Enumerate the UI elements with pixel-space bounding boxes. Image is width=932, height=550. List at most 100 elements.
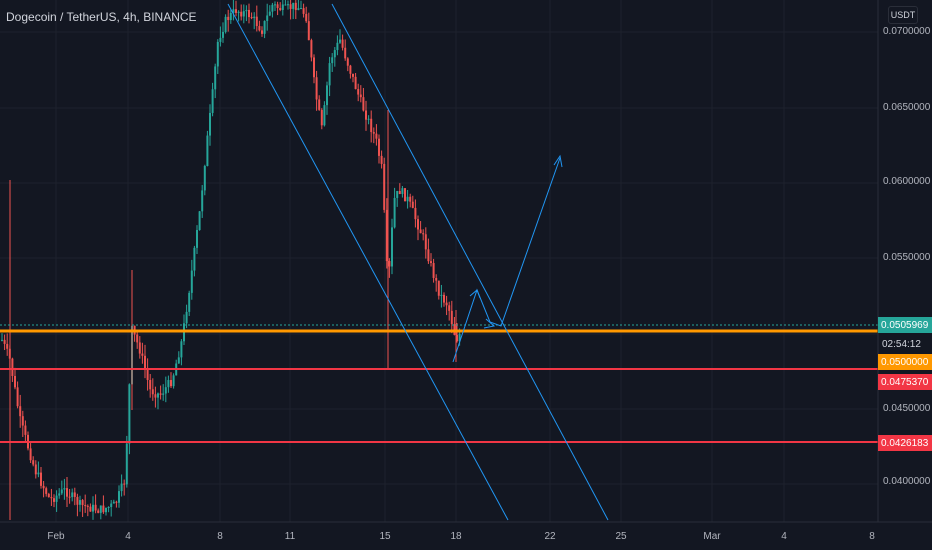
candle-body xyxy=(419,229,422,234)
date-tick: 4 xyxy=(781,531,787,542)
candle-body xyxy=(354,76,357,90)
candle-body xyxy=(164,387,167,394)
candle-body xyxy=(219,37,222,42)
candle-body xyxy=(242,11,245,17)
candle-body xyxy=(307,21,310,41)
candle-body xyxy=(92,504,94,512)
candle-body xyxy=(310,40,313,58)
candle-body xyxy=(58,493,61,496)
candle-body xyxy=(383,163,386,210)
candle-body xyxy=(284,4,287,6)
candle-body xyxy=(417,219,419,230)
candle-body xyxy=(81,500,84,506)
candle-body xyxy=(198,211,201,231)
candle-body xyxy=(302,8,305,14)
candle-body xyxy=(99,505,102,513)
candle-body xyxy=(404,188,406,202)
candle-body xyxy=(53,498,55,502)
candle-body xyxy=(151,389,154,395)
candle-body xyxy=(323,105,326,126)
candle-body xyxy=(71,492,74,498)
candle-body xyxy=(11,358,14,376)
candle-body xyxy=(341,39,344,48)
candle-body xyxy=(136,334,139,343)
symbol-title[interactable]: Dogecoin / TetherUS, 4h, BINANCE xyxy=(6,10,197,24)
candle-body xyxy=(216,41,219,67)
candle-body xyxy=(352,73,354,77)
candle-body xyxy=(328,63,331,86)
channel-upper-line[interactable] xyxy=(331,3,609,521)
candle-body xyxy=(206,135,209,167)
currency-label[interactable]: USDT xyxy=(888,6,918,24)
candle-body xyxy=(138,342,141,354)
candle-body xyxy=(112,501,115,504)
candle-body xyxy=(177,357,180,364)
candle-body xyxy=(50,497,53,499)
candle-body xyxy=(372,132,375,134)
candle-body xyxy=(367,118,370,120)
candle-body xyxy=(1,339,3,341)
candle-body xyxy=(300,8,302,10)
candle-body xyxy=(193,247,196,271)
date-tick: 18 xyxy=(450,531,462,542)
candle-body xyxy=(227,16,230,21)
candle-body xyxy=(411,201,414,208)
candle-body xyxy=(6,343,9,349)
candle-body xyxy=(271,4,274,12)
candle-countdown: 02:54:12 xyxy=(882,338,921,350)
candle-body xyxy=(66,488,68,497)
candle-body xyxy=(146,369,149,380)
candle-body xyxy=(318,99,321,110)
candle-body xyxy=(128,384,131,444)
candle-body xyxy=(118,491,120,503)
candle-body xyxy=(94,504,97,511)
candle-body xyxy=(287,4,289,6)
candle-body xyxy=(105,507,107,513)
candle-body xyxy=(123,483,126,485)
candle-body xyxy=(157,393,159,398)
candle-body xyxy=(209,112,211,136)
candle-body xyxy=(396,191,399,198)
candle-body xyxy=(365,110,367,120)
candle-body xyxy=(167,380,170,388)
candle-body xyxy=(333,50,336,58)
candle-body xyxy=(281,4,284,11)
candle-body xyxy=(229,12,232,21)
candle-body xyxy=(440,294,443,296)
candle-body xyxy=(289,4,292,9)
date-tick: 4 xyxy=(125,531,131,542)
candle-body xyxy=(203,166,206,191)
candle-body xyxy=(313,57,315,78)
candle-body xyxy=(266,15,269,21)
price-tick: 0.0400000 xyxy=(883,476,931,487)
candle-body xyxy=(409,196,412,202)
candle-body xyxy=(97,510,100,513)
candle-body xyxy=(125,443,128,485)
candle-body xyxy=(73,492,76,497)
candle-body xyxy=(432,263,435,278)
candle-body xyxy=(346,58,349,66)
candle-body xyxy=(14,375,16,388)
candle-body xyxy=(214,66,217,90)
candle-body xyxy=(448,305,451,311)
candle-body xyxy=(456,334,458,342)
candle-body xyxy=(362,97,365,111)
candle-body xyxy=(24,425,27,435)
candle-body xyxy=(378,138,380,156)
candle-body xyxy=(3,339,6,344)
candle-body xyxy=(235,9,237,13)
price-tick: 0.0650000 xyxy=(883,102,931,113)
candle-body xyxy=(445,302,448,306)
candle-body xyxy=(237,11,240,13)
candle-body xyxy=(279,8,282,11)
candle-body xyxy=(63,488,66,490)
candle-body xyxy=(45,488,48,494)
channel-lower-line[interactable] xyxy=(227,3,509,521)
candle-body xyxy=(107,507,110,509)
candle-body xyxy=(47,493,50,498)
candle-body xyxy=(315,77,318,100)
candle-body xyxy=(29,448,32,461)
candle-body xyxy=(68,496,71,498)
candle-body xyxy=(190,270,193,293)
